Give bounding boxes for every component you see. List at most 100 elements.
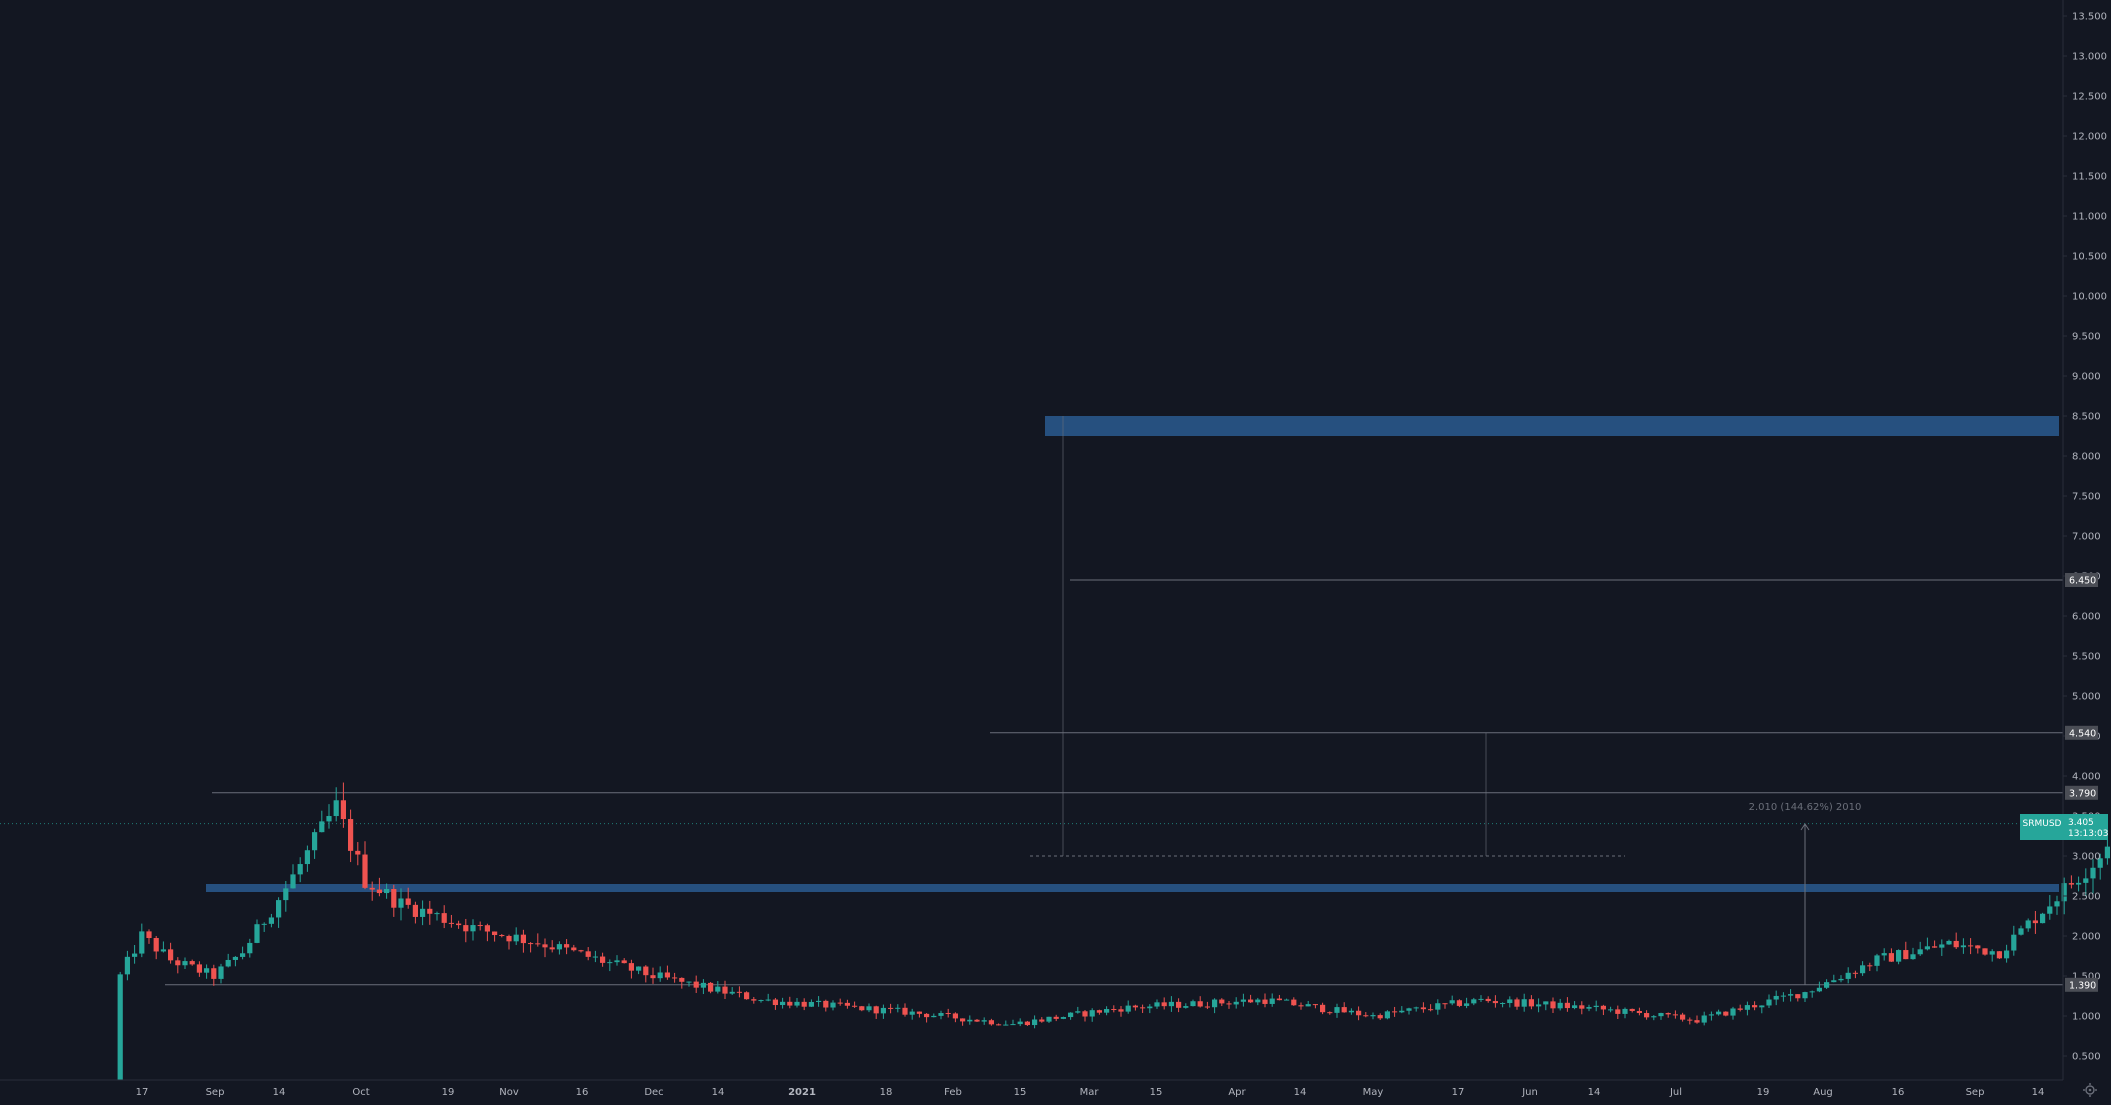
candle-body[interactable] (376, 889, 382, 894)
candle-body[interactable] (1932, 946, 1938, 948)
candle-body[interactable] (744, 992, 750, 1000)
candle-body[interactable] (369, 887, 375, 890)
candle-body[interactable] (175, 960, 181, 966)
candle-body[interactable] (1924, 946, 1930, 950)
candle-body[interactable] (852, 1005, 858, 1007)
candle-body[interactable] (225, 959, 231, 967)
candle-body[interactable] (780, 1001, 786, 1006)
candle-body[interactable] (434, 913, 440, 915)
candle-body[interactable] (772, 999, 778, 1006)
candle-body[interactable] (988, 1020, 994, 1025)
candle-body[interactable] (1190, 1001, 1196, 1007)
candle-body[interactable] (1500, 1003, 1506, 1005)
candle-body[interactable] (1989, 951, 1995, 955)
candle-body[interactable] (1996, 951, 2002, 959)
candle-body[interactable] (506, 935, 512, 942)
candle-body[interactable] (600, 956, 606, 963)
candle-body[interactable] (384, 888, 390, 894)
candle-body[interactable] (981, 1020, 987, 1022)
candle-body[interactable] (556, 944, 562, 950)
candle-body[interactable] (1716, 1011, 1722, 1015)
candle-body[interactable] (146, 931, 152, 939)
candle-body[interactable] (1860, 965, 1866, 974)
candle-body[interactable] (715, 986, 721, 992)
candle-body[interactable] (1356, 1010, 1362, 1016)
candle-body[interactable] (1543, 1001, 1549, 1005)
candle-body[interactable] (1968, 945, 1974, 947)
candle-body[interactable] (499, 935, 505, 937)
candle-body[interactable] (492, 931, 498, 936)
candle-body[interactable] (2097, 858, 2103, 868)
candle-body[interactable] (1564, 1002, 1570, 1009)
candle-body[interactable] (1298, 1005, 1304, 1007)
candle-body[interactable] (477, 925, 483, 927)
candle-body[interactable] (1240, 999, 1246, 1002)
candle-body[interactable] (1017, 1021, 1023, 1025)
candle-body[interactable] (1471, 999, 1477, 1004)
candle-body[interactable] (1305, 1004, 1311, 1007)
candle-body[interactable] (283, 888, 289, 901)
candle-body[interactable] (398, 898, 404, 908)
candle-body[interactable] (1392, 1011, 1398, 1013)
candle-body[interactable] (204, 968, 210, 973)
candle-body[interactable] (1334, 1007, 1340, 1013)
candle-body[interactable] (823, 1000, 829, 1008)
candle-body[interactable] (571, 947, 577, 951)
candle-body[interactable] (441, 913, 447, 923)
candle-body[interactable] (362, 854, 368, 888)
candle-body[interactable] (2104, 846, 2110, 859)
candle-body[interactable] (614, 960, 620, 963)
candle-body[interactable] (1212, 999, 1218, 1008)
candle-body[interactable] (240, 953, 246, 957)
candle-body[interactable] (1111, 1009, 1117, 1011)
candle-body[interactable] (657, 972, 663, 979)
candle-body[interactable] (1766, 999, 1772, 1006)
candle-body[interactable] (967, 1019, 973, 1022)
candle-body[interactable] (528, 943, 534, 945)
candle-body[interactable] (1665, 1013, 1671, 1015)
candle-body[interactable] (1651, 1016, 1657, 1018)
candle-body[interactable] (1528, 999, 1534, 1007)
candle-body[interactable] (427, 908, 433, 914)
candle-body[interactable] (1946, 940, 1952, 945)
candle-body[interactable] (1579, 1005, 1585, 1009)
candle-body[interactable] (938, 1013, 944, 1016)
candle-body[interactable] (1204, 1006, 1210, 1008)
candle-body[interactable] (1370, 1015, 1376, 1017)
candle-body[interactable] (1485, 998, 1491, 1002)
candle-body[interactable] (2068, 883, 2074, 885)
candle-body[interactable] (1140, 1007, 1146, 1009)
candle-body[interactable] (1874, 955, 1880, 966)
candle-body[interactable] (1550, 1001, 1556, 1009)
candle-body[interactable] (1917, 949, 1923, 955)
candle-body[interactable] (1104, 1009, 1110, 1013)
candle-body[interactable] (729, 991, 735, 994)
candle-body[interactable] (535, 943, 541, 945)
candle-body[interactable] (1816, 987, 1822, 992)
candle-body[interactable] (2025, 920, 2031, 929)
candle-body[interactable] (2083, 878, 2089, 883)
candle-body[interactable] (1291, 999, 1297, 1006)
candle-body[interactable] (1046, 1016, 1052, 1022)
candle-body[interactable] (837, 1002, 843, 1004)
candle-body[interactable] (1269, 998, 1275, 1004)
candle-body[interactable] (1226, 1003, 1232, 1005)
candle-body[interactable] (405, 898, 411, 905)
candle-body[interactable] (1262, 999, 1268, 1004)
candle-body[interactable] (650, 975, 656, 979)
candle-body[interactable] (679, 977, 685, 982)
candle-body[interactable] (1147, 1006, 1153, 1009)
candle-body[interactable] (2061, 883, 2067, 902)
candle-body[interactable] (1255, 999, 1261, 1003)
candle-body[interactable] (1687, 1019, 1693, 1021)
candle-body[interactable] (124, 956, 130, 975)
candle-body[interactable] (1701, 1015, 1707, 1023)
candle-body[interactable] (866, 1006, 872, 1011)
candle-body[interactable] (168, 949, 174, 961)
candle-body[interactable] (1672, 1014, 1678, 1016)
candle-body[interactable] (326, 816, 332, 822)
candle-body[interactable] (736, 991, 742, 993)
candle-body[interactable] (1377, 1015, 1383, 1019)
